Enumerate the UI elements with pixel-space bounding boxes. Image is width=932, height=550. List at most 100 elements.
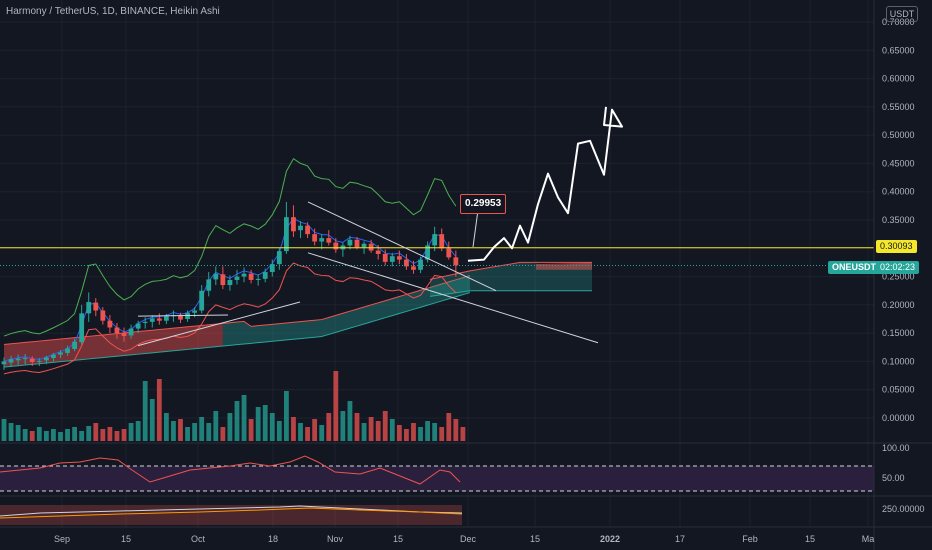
volume-bar [453, 419, 459, 441]
currency-selector[interactable]: USDT [886, 6, 918, 22]
volume-bar [312, 419, 318, 441]
candle-body [199, 290, 205, 311]
volume-bar [227, 413, 233, 441]
time-tick-label: Oct [191, 534, 206, 544]
price-tick-label: 0.00000 [882, 413, 915, 423]
cloud-bullish [222, 275, 470, 347]
callout-label: 0.29953 [460, 194, 507, 214]
candle-body [163, 316, 169, 321]
candle-body [121, 333, 127, 336]
candle-body [58, 352, 63, 355]
volume-bar [333, 371, 339, 441]
volume-bar [100, 429, 106, 441]
candle-body [404, 259, 409, 267]
time-tick-label: Feb [742, 534, 758, 544]
time-tick-label: Dec [460, 534, 477, 544]
candle-body [375, 250, 381, 254]
volume-bar [8, 423, 14, 441]
candle-body [248, 273, 254, 280]
volume-bar [36, 427, 42, 441]
candle-body [86, 302, 92, 314]
candle-body [114, 327, 120, 334]
price-tick-label: 0.45000 [882, 158, 915, 168]
wedge-upper-line [307, 201, 497, 292]
volume-bar [213, 411, 219, 441]
candle-body [128, 328, 134, 336]
volume-bar [276, 421, 282, 441]
candle-body [354, 239, 360, 248]
price-tick-label: 0.70000 [882, 17, 915, 27]
flag-lower-line [137, 301, 301, 347]
volume-bar [255, 407, 261, 441]
time-tick-label: 15 [121, 534, 131, 544]
volume-bar [79, 431, 85, 441]
rsi-tick-label: 100.00 [882, 443, 910, 453]
volume-bar [418, 427, 423, 441]
candle-body [255, 278, 261, 280]
ichimoku-cloud-current [3, 275, 471, 368]
ichimoku-cloud-future [429, 261, 592, 297]
volume-bar [171, 421, 176, 441]
volume-bar [1, 419, 7, 441]
wedge-lower-line [307, 252, 599, 344]
volume-bar [305, 427, 310, 441]
candle-body [389, 256, 395, 262]
volume-bar [284, 391, 289, 441]
volume-histogram [1, 371, 466, 441]
candle-body [432, 234, 438, 246]
candle-body [65, 348, 70, 353]
candle-body [22, 358, 28, 360]
symbol-title: Harmony / TetherUS, 1D, BINANCE, Heikin … [6, 6, 220, 17]
volume-bar [43, 431, 49, 441]
candle-body [213, 273, 219, 280]
time-tick-label: 15 [805, 534, 815, 544]
volume-bar [163, 413, 169, 441]
cloud-future-red [536, 262, 592, 270]
candle-body [446, 248, 452, 258]
candle-body [262, 272, 268, 279]
volume-bar [319, 425, 325, 441]
volume-bar [29, 431, 35, 441]
volume-bar [241, 395, 247, 441]
price-tick-label: 0.65000 [882, 45, 915, 55]
volume-bar [156, 379, 162, 441]
candle-body [93, 302, 99, 311]
volume-bar [121, 429, 127, 441]
candle-body [220, 274, 226, 286]
candle-body [29, 358, 35, 362]
volume-bar [234, 401, 240, 441]
price-tick-label: 0.40000 [882, 187, 915, 197]
volume-bar [135, 421, 141, 441]
candle-body [149, 318, 155, 322]
volume-bar [248, 419, 254, 441]
price-tick-label: 0.05000 [882, 385, 915, 395]
rsi-pane [0, 442, 932, 492]
momentum-pane [0, 495, 932, 525]
candle-body [368, 243, 374, 251]
volume-bar [199, 417, 205, 441]
candle-body [100, 310, 106, 321]
volume-bar [65, 429, 70, 441]
candle-body [51, 354, 56, 359]
volume-bar [178, 419, 183, 441]
volume-bar [382, 411, 388, 441]
candle-body [396, 256, 402, 260]
volume-bar [72, 427, 77, 441]
volume-bar [425, 421, 430, 441]
candle-body [291, 217, 296, 232]
time-tick-label: 2022 [600, 534, 620, 544]
price-tick-label: 0.35000 [882, 215, 915, 225]
volume-bar [93, 423, 99, 441]
candle-body [227, 279, 233, 286]
volume-bar [291, 417, 296, 441]
price-tick-label: 0.50000 [882, 130, 915, 140]
candle-body [333, 242, 339, 250]
grid-lines [0, 0, 874, 527]
level-price-flag: 0.30093 [876, 240, 917, 253]
volume-bar [396, 425, 402, 441]
volume-bar [375, 421, 381, 441]
volume-bar [192, 423, 198, 441]
candle-body [276, 251, 282, 265]
projected-path-arrow [467, 106, 623, 262]
